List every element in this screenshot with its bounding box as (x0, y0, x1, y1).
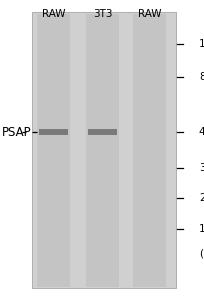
Text: 34: 34 (198, 163, 204, 173)
Bar (38, 129, 68, 135)
Text: 19: 19 (198, 224, 204, 234)
Bar (37, 14, 69, 286)
Text: RAW: RAW (137, 9, 161, 19)
Bar (32, 12, 175, 288)
Text: 117: 117 (198, 39, 204, 49)
Text: 26: 26 (198, 193, 204, 203)
Text: RAW: RAW (41, 9, 65, 19)
Bar (133, 14, 165, 286)
Text: PSAP: PSAP (2, 126, 32, 139)
Text: 3T3: 3T3 (92, 9, 112, 19)
Bar (86, 14, 118, 286)
Text: 48: 48 (198, 127, 204, 137)
Text: (kD): (kD) (198, 248, 204, 259)
Text: 85: 85 (198, 72, 204, 82)
Bar (87, 129, 117, 135)
